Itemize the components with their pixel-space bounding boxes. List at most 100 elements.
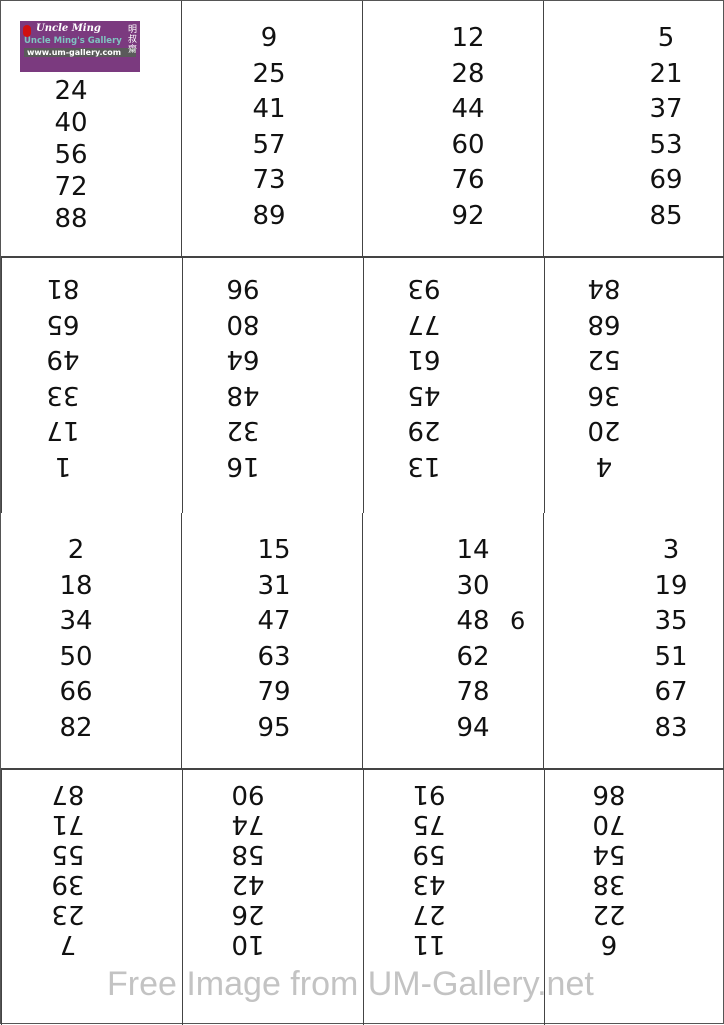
- card-number: 76: [451, 165, 485, 195]
- card-number: 9: [260, 23, 278, 53]
- card-number: 66: [59, 677, 93, 707]
- overlay-digit: 6: [510, 607, 526, 635]
- card-number: 48: [226, 380, 260, 410]
- card-number: 73: [252, 165, 286, 195]
- number-card: 2 18 34 50 66 82: [1, 513, 182, 769]
- card-number: 57: [252, 129, 286, 160]
- logo-chinese: 明叔齋: [127, 25, 137, 55]
- card-number: 43: [412, 869, 446, 899]
- card-number: 63: [257, 641, 291, 672]
- logo-brand: Uncle Ming: [36, 23, 101, 34]
- card-number: 39: [51, 869, 85, 899]
- card-number: 2: [67, 535, 85, 565]
- card-number: 23: [51, 899, 85, 929]
- card-number: 96: [226, 273, 260, 304]
- number-card: 15 31 47 63 79 95: [182, 513, 363, 769]
- card-number: 42: [231, 869, 265, 899]
- number-card: 5 21 37 53 69 85: [544, 1, 724, 257]
- card-number: 1: [54, 451, 72, 481]
- card-number: 86: [592, 779, 626, 809]
- card-number: 53: [649, 129, 683, 160]
- card-number: 79: [257, 677, 291, 707]
- card-number: 77: [407, 309, 441, 339]
- card-number: 52: [587, 344, 621, 375]
- card-number: 28: [451, 58, 485, 89]
- number-list: 16 32 48 64 80 96: [208, 270, 278, 483]
- card-number: 72: [54, 172, 88, 202]
- card-number: 48 6: [438, 604, 525, 640]
- number-card: 1 17 33 49 65 81: [1, 257, 182, 513]
- number-list: 5 21 37 53 69 85: [631, 21, 701, 234]
- card-number: 60: [451, 129, 485, 160]
- number-card: 9 25 41 57 73 89: [182, 1, 363, 257]
- card-number: 80: [226, 309, 260, 339]
- card-number: 50: [59, 641, 93, 672]
- number-list: 6 22 38 54 70 86: [574, 779, 644, 959]
- card-number: 67: [654, 677, 688, 707]
- card-number: 90: [231, 779, 265, 809]
- card-number: 19: [654, 570, 688, 601]
- card-number: 54: [592, 839, 626, 869]
- number-card: 3 19 35 51 67 83: [544, 513, 724, 769]
- number-list: 2 18 34 50 66 82: [41, 533, 111, 746]
- card-number: 75: [412, 809, 446, 839]
- card-number: 41: [252, 94, 286, 124]
- card-number: 91: [412, 779, 446, 809]
- card-number: 33: [46, 380, 80, 410]
- card-number: 4: [595, 451, 613, 481]
- card-number: 26: [231, 899, 265, 929]
- card-number: 6: [600, 929, 618, 959]
- card-number: 59: [412, 839, 446, 869]
- logo-url: www.um-gallery.com: [24, 48, 136, 57]
- card-number: 45: [407, 380, 441, 410]
- card-number: 10: [231, 929, 265, 959]
- card-number: 55: [51, 839, 85, 869]
- card-number: 51: [654, 641, 688, 672]
- card-number: 81: [46, 273, 80, 304]
- card-number: 62: [456, 641, 490, 672]
- card-number: 22: [592, 899, 626, 929]
- card-number: 35: [654, 606, 688, 636]
- card-number: 31: [257, 570, 291, 601]
- number-card: 12 28 44 60 76 92: [363, 1, 544, 257]
- card-number: 68: [587, 309, 621, 339]
- number-card: 16 32 48 64 80 96: [182, 257, 363, 513]
- card-number: 30: [456, 570, 490, 601]
- watermark: Free Image from UM-Gallery.net: [107, 965, 594, 1003]
- card-number: 44: [451, 94, 485, 124]
- card-number: 7: [59, 929, 77, 959]
- card-number: 25: [252, 58, 286, 89]
- card-number: 29: [407, 415, 441, 446]
- card-number: 78: [456, 677, 490, 707]
- card-number: 24: [54, 76, 88, 106]
- card-number: 95: [257, 712, 291, 743]
- card-number: 32: [226, 415, 260, 446]
- number-list: 3 19 35 51 67 83: [636, 533, 706, 746]
- number-list: 7 23 39 55 71 87: [33, 779, 103, 959]
- card-number: 69: [649, 165, 683, 195]
- card-number: 12: [451, 23, 485, 53]
- number-list: 15 31 47 63 79 95: [239, 533, 309, 746]
- card-number: 11: [412, 929, 446, 959]
- card-number: 36: [587, 380, 621, 410]
- card-number: 58: [231, 839, 265, 869]
- card-number: 82: [59, 712, 93, 743]
- card-number: 56: [54, 140, 88, 170]
- card-number: 27: [412, 899, 446, 929]
- card-number: 16: [226, 451, 260, 481]
- number-list: 13 29 45 61 77 93: [389, 270, 459, 483]
- card-number: 14: [456, 535, 490, 565]
- card-number: 49: [46, 344, 80, 375]
- card-number: 64: [226, 344, 260, 375]
- number-card: 24 40 56 72 88: [1, 1, 182, 257]
- number-list: 9 25 41 57 73 89: [234, 21, 304, 234]
- card-number: 15: [257, 535, 291, 565]
- card-number: 84: [587, 273, 621, 304]
- card-number: 61: [407, 344, 441, 375]
- number-list: 24 40 56 72 88: [36, 43, 106, 235]
- card-number: 74: [231, 809, 265, 839]
- card-number: 38: [592, 869, 626, 899]
- number-list: 14 30 48 6 62 78 94: [438, 533, 525, 746]
- card-number: 20: [587, 415, 621, 446]
